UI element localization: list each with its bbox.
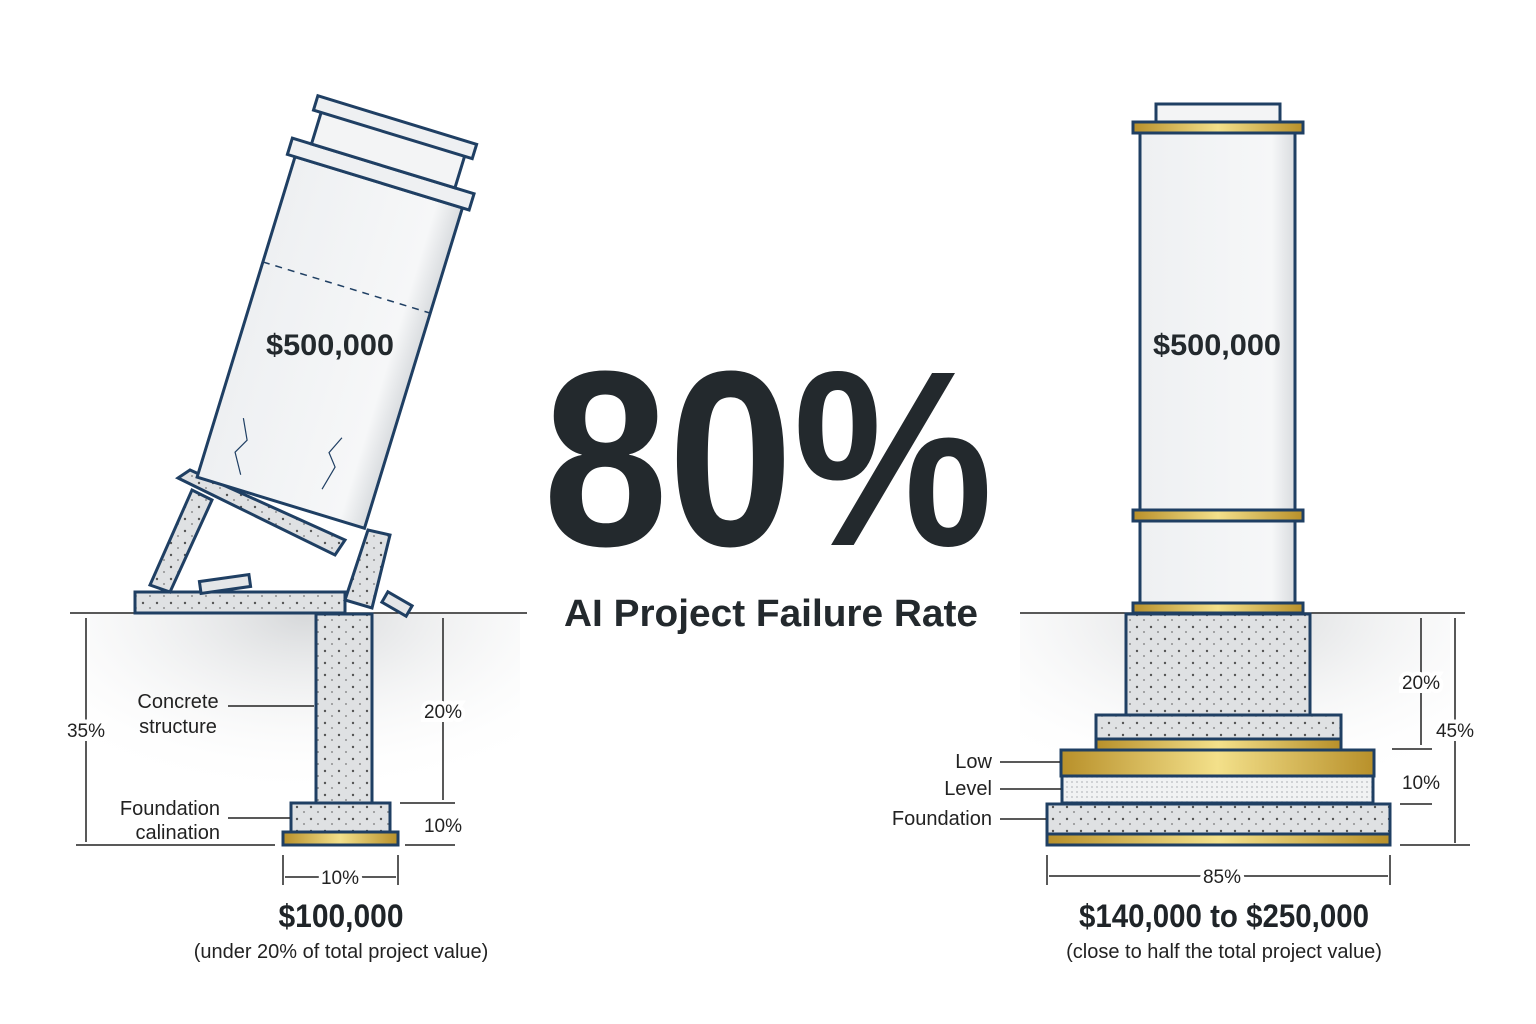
label-calination: calination — [135, 822, 220, 844]
headline-percent: 80% — [543, 319, 993, 598]
dim-20-right: 20% — [1402, 673, 1440, 694]
foundation-slab — [1094, 713, 1343, 741]
label-low: Low — [955, 751, 992, 773]
foundation-layer — [1045, 802, 1392, 836]
broken-beam — [174, 468, 348, 557]
left-foundation — [281, 612, 400, 847]
label-foundation-left: Foundation — [120, 798, 220, 820]
dim-45: 45% — [1436, 721, 1474, 742]
left-tilted-tower: $500,000 — [70, 93, 527, 619]
gold-band — [1131, 120, 1305, 135]
label-foundation-right: Foundation — [892, 808, 992, 830]
debris — [379, 589, 415, 619]
gold-band — [1131, 601, 1305, 615]
dim-width-right: 85% — [1203, 867, 1241, 888]
tower-body-right — [1138, 131, 1297, 605]
left-note: (under 20% of total project value) — [194, 941, 489, 963]
dim-35: 35% — [67, 721, 105, 742]
level-layer — [1060, 774, 1375, 805]
dim-20-left: 20% — [424, 702, 462, 723]
concrete-column — [314, 612, 374, 805]
label-concrete: Concrete — [137, 691, 218, 713]
left-tower-value: $500,000 — [266, 329, 394, 362]
crack-lines — [234, 417, 343, 490]
right-foundation — [1045, 612, 1392, 847]
label-level: Level — [944, 778, 992, 800]
gold-base-left — [281, 830, 400, 847]
broken-fragment — [343, 528, 392, 610]
left-price: $100,000 — [279, 898, 404, 934]
foundation-block — [1124, 612, 1312, 717]
headline-caption: AI Project Failure Rate — [564, 593, 978, 635]
dim-width-left: 10% — [321, 868, 359, 889]
label-structure: structure — [139, 716, 217, 738]
low-layer — [1059, 748, 1376, 778]
footing — [289, 801, 392, 834]
broken-slab — [133, 590, 347, 615]
right-price: $140,000 to $250,000 — [1079, 898, 1369, 934]
right-tower-value: $500,000 — [1153, 329, 1281, 362]
right-note: (close to half the total project value) — [1066, 941, 1382, 963]
debris — [197, 572, 253, 596]
broken-strut — [147, 487, 214, 594]
dim-10-right: 10% — [1402, 773, 1440, 794]
dim-10-left: 10% — [424, 816, 462, 837]
right-tower: $500,000 — [1020, 102, 1465, 615]
gold-band — [1131, 508, 1305, 523]
